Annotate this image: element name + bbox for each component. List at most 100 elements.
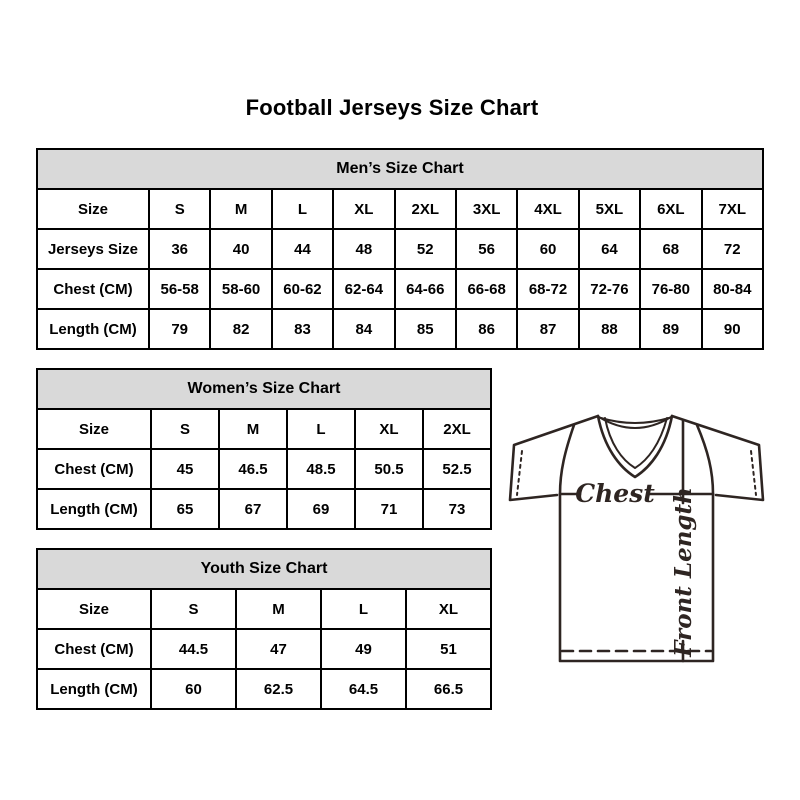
cell: 80-84 xyxy=(700,268,765,310)
cell: 62.5 xyxy=(235,668,322,710)
cell: 64 xyxy=(577,228,642,270)
cell: 67 xyxy=(218,488,288,530)
cell: 52.5 xyxy=(422,448,492,490)
cell: 62-64 xyxy=(332,268,396,310)
jersey-back-collar-curve-1 xyxy=(598,416,672,429)
column-header-row: Size S M L XL 2XL 3XL 4XL 5XL 6XL 7XL xyxy=(36,188,765,230)
column-header: 5XL xyxy=(577,188,642,230)
mens-size-chart-table: Men’s Size Chart Size S M L XL 2XL 3XL 4XL 5XL 6XL… xyxy=(36,148,765,350)
cell: 83 xyxy=(270,308,335,350)
jersey-back-collar-curve-2 xyxy=(600,417,670,424)
table-row: Length (CM) 60 62.5 64.5 66.5 xyxy=(36,668,492,710)
column-header: M xyxy=(218,408,288,450)
column-header: Size xyxy=(36,408,152,450)
cell: 85 xyxy=(393,308,457,350)
cell: 68 xyxy=(639,228,703,270)
left-cuff-dashed-line xyxy=(516,450,523,496)
cell: 82 xyxy=(209,308,273,350)
table-row: Chest (CM) 56-58 58-60 60-62 62-64 64-66 66-68… xyxy=(36,268,765,310)
cell: 88 xyxy=(577,308,642,350)
cell: 71 xyxy=(354,488,424,530)
cell: 73 xyxy=(422,488,492,530)
column-header: Size xyxy=(36,588,152,630)
jersey-left-armhole-seam xyxy=(558,423,576,496)
column-header: L xyxy=(320,588,407,630)
cell: 48 xyxy=(332,228,396,270)
cell: 46.5 xyxy=(218,448,288,490)
womens-size-chart-table: Women’s Size Chart Size S M L XL 2XL Chest (CM)… xyxy=(36,368,492,530)
cell: 84 xyxy=(332,308,396,350)
column-header: XL xyxy=(405,588,492,630)
cell: 66.5 xyxy=(405,668,492,710)
column-header-row: Size S M L XL xyxy=(36,588,492,630)
cell: 64.5 xyxy=(320,668,407,710)
cell: 60 xyxy=(150,668,237,710)
row-label: Length (CM) xyxy=(36,668,152,710)
cell: 76-80 xyxy=(639,268,703,310)
cell: 49 xyxy=(320,628,407,670)
table-title-row: Men’s Size Chart xyxy=(36,148,764,190)
column-header: S xyxy=(150,588,237,630)
column-header: 2XL xyxy=(422,408,492,450)
cell: 90 xyxy=(700,308,765,350)
jersey-left-sleeve xyxy=(508,414,600,502)
table-row: Length (CM) 65 67 69 71 73 xyxy=(36,488,492,530)
jersey-right-sleeve xyxy=(670,414,765,502)
table-title: Men’s Size Chart xyxy=(36,148,764,190)
cell: 89 xyxy=(639,308,703,350)
chest-label: Chest xyxy=(575,479,655,508)
column-header: M xyxy=(209,188,273,230)
table-row: Chest (CM) 45 46.5 48.5 50.5 52.5 xyxy=(36,448,492,490)
column-header: S xyxy=(150,408,220,450)
column-header: XL xyxy=(354,408,424,450)
cell: 60 xyxy=(516,228,580,270)
column-header: 7XL xyxy=(700,188,765,230)
jersey-collar-inner xyxy=(604,417,668,469)
youth-size-chart-table: Youth Size Chart Size S M L XL Chest (CM) 44.5 4… xyxy=(36,548,492,710)
table-title-row: Youth Size Chart xyxy=(36,548,492,590)
cell: 48.5 xyxy=(286,448,356,490)
column-header: 3XL xyxy=(454,188,519,230)
cell: 66-68 xyxy=(454,268,519,310)
column-header: L xyxy=(286,408,356,450)
row-label: Jerseys Size xyxy=(36,228,150,270)
table-row: Chest (CM) 44.5 47 49 51 xyxy=(36,628,492,670)
column-header: Size xyxy=(36,188,150,230)
cell: 44 xyxy=(270,228,335,270)
cell: 86 xyxy=(454,308,519,350)
cell: 45 xyxy=(150,448,220,490)
column-header: L xyxy=(270,188,335,230)
column-header: 6XL xyxy=(639,188,703,230)
row-label: Length (CM) xyxy=(36,308,150,350)
right-cuff-dashed-line xyxy=(750,450,757,496)
cell: 40 xyxy=(209,228,273,270)
table-row: Jerseys Size 36 40 44 48 52 56 60 64 68 72 xyxy=(36,228,765,270)
column-header: 2XL xyxy=(393,188,457,230)
cell: 56 xyxy=(454,228,519,270)
column-header-row: Size S M L XL 2XL xyxy=(36,408,492,450)
row-label: Length (CM) xyxy=(36,488,152,530)
column-header: M xyxy=(235,588,322,630)
cell: 72 xyxy=(700,228,765,270)
column-header: S xyxy=(147,188,212,230)
cell: 64-66 xyxy=(393,268,457,310)
table-row: Length (CM) 79 82 83 84 85 86 87 88 89 90 xyxy=(36,308,765,350)
cell: 68-72 xyxy=(516,268,580,310)
cell: 36 xyxy=(147,228,212,270)
cell: 69 xyxy=(286,488,356,530)
cell: 87 xyxy=(516,308,580,350)
cell: 50.5 xyxy=(354,448,424,490)
jersey-right-armhole-seam xyxy=(695,423,715,496)
row-label: Chest (CM) xyxy=(36,448,152,490)
row-label: Chest (CM) xyxy=(36,628,152,670)
cell: 51 xyxy=(405,628,492,670)
row-label: Chest (CM) xyxy=(36,268,150,310)
jersey-collar-outer xyxy=(596,414,674,479)
cell: 72-76 xyxy=(577,268,642,310)
cell: 56-58 xyxy=(147,268,212,310)
table-title-row: Women’s Size Chart xyxy=(36,368,492,410)
cell: 44.5 xyxy=(150,628,237,670)
column-header: 4XL xyxy=(516,188,580,230)
cell: 79 xyxy=(147,308,212,350)
cell: 58-60 xyxy=(209,268,273,310)
